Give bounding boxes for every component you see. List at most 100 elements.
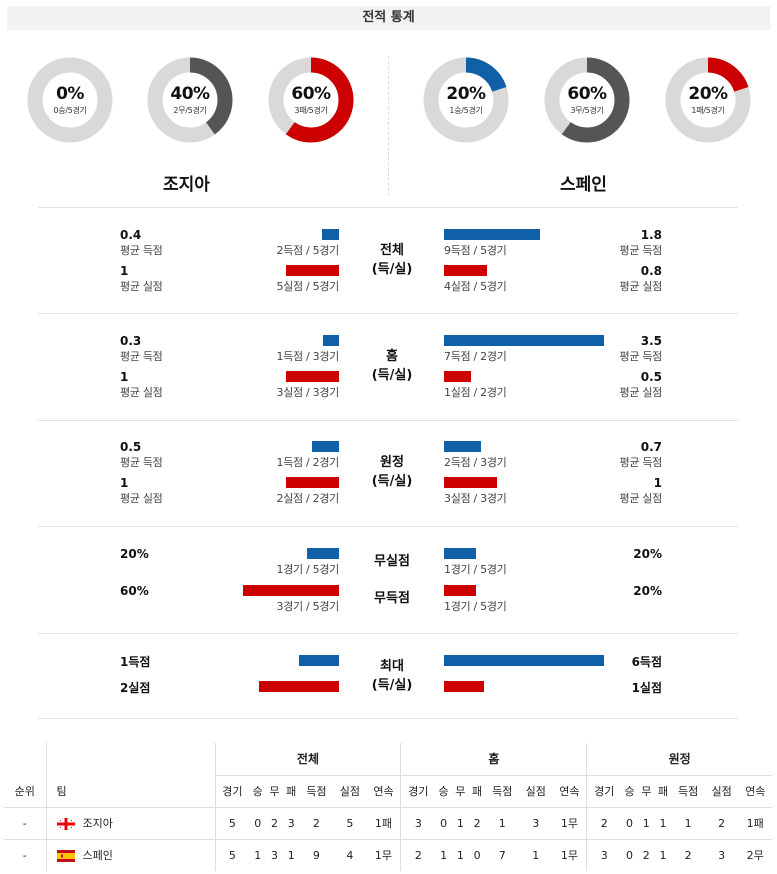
stat-cell: 1: [440, 848, 448, 862]
group-header-home: 홈: [400, 743, 587, 776]
failed-to-score-label: 무득점: [374, 591, 410, 606]
column-header: 패: [654, 775, 672, 808]
stat-cell: 2: [473, 816, 481, 830]
stat-cell: 0: [626, 816, 634, 830]
away-clean-caption: 1경기 / 5경기: [444, 563, 507, 576]
away-max-conceded: 1실점: [631, 681, 662, 695]
rank-cell: -: [22, 816, 27, 830]
section-divider: [38, 420, 738, 421]
column-header: 경기: [586, 775, 622, 808]
away-fail-pct: 20%: [633, 584, 662, 598]
column-header: 무: [637, 775, 655, 808]
home-conceded-caption: 3실점 / 3경기: [276, 386, 340, 399]
away-scored-label: 평균 득점: [619, 456, 663, 469]
team-name: 스페인: [82, 849, 113, 863]
rank-header: 순위: [4, 775, 46, 808]
stat-cell: 5: [214, 839, 250, 871]
stat-cell: 2: [312, 816, 320, 830]
donut-chart: [27, 57, 113, 143]
home-conceded-avg: 1: [120, 370, 129, 384]
donut-home-win: 0% 0승/5경기: [27, 57, 113, 143]
away-clean-pct: 20%: [633, 547, 662, 561]
stat-cell: 1무: [560, 849, 578, 863]
stat-cell: 1: [456, 848, 464, 862]
max-label: 최대 (득/실): [352, 657, 432, 695]
team-name: 조지아: [82, 817, 113, 830]
stat-cell: 5: [346, 816, 354, 830]
away-conceded-label: 평균 실점: [619, 386, 663, 399]
section-divider: [38, 313, 738, 314]
donut-percent: 40%: [170, 84, 210, 104]
away-conceded-label: 평균 실점: [619, 280, 663, 293]
away-clean-bar: [444, 548, 476, 559]
group-header-total: 전체: [214, 743, 401, 776]
away-team-name: 스페인: [560, 175, 607, 195]
georgia-flag-icon: [56, 817, 75, 831]
stat-cell: 4: [346, 848, 354, 862]
home-clean-caption: 1경기 / 5경기: [276, 563, 340, 576]
away-max-conceded-bar: [444, 681, 484, 692]
column-header: 연속: [366, 775, 401, 808]
stat-cell: 2: [684, 848, 692, 862]
spain-flag-icon: [56, 850, 75, 863]
donut-percent: 20%: [446, 84, 486, 104]
stat-cell: 1무: [560, 817, 578, 830]
away-fail-bar: [444, 585, 476, 596]
home-scored-caption: 1득점 / 3경기: [276, 350, 340, 363]
column-header: 무: [451, 775, 469, 808]
stat-cell: 1패: [746, 817, 764, 830]
home-fail-bar: [243, 585, 339, 596]
home-conceded-caption: 2실점 / 2경기: [276, 492, 340, 505]
table-row[interactable]: - 스페인 5 1 3 1 9 4 1무 2 1 1 0 7 1 1무 3 0 2 1 2 3 2무: [4, 839, 772, 871]
team-cell[interactable]: 스페인: [45, 839, 215, 871]
section-title: 전적 통계: [7, 6, 770, 30]
donut-percent: 20%: [688, 84, 728, 104]
away-conceded-label: 평균 실점: [619, 492, 663, 505]
stat-cell: 1: [659, 816, 667, 830]
column-header: 득점: [671, 775, 705, 808]
home-scored-bar: [312, 441, 339, 452]
stat-cell: 1: [642, 816, 650, 830]
stat-cell: 1: [456, 816, 464, 830]
section-divider: [38, 718, 738, 719]
column-header: 득점: [485, 775, 519, 808]
home-conceded-label: 평균 실점: [120, 386, 163, 399]
donut-subtext: 3패/5경기: [294, 106, 328, 115]
stat-cell: 1패: [374, 817, 393, 830]
away-scored-avg: 1.8: [640, 228, 662, 242]
home-scored-bar: [323, 335, 339, 346]
donut-away-win: 20% 1승/5경기: [423, 57, 509, 143]
donut-chart: [268, 57, 354, 143]
clean-sheet-label: 무실점: [374, 554, 410, 569]
stat-cell: 2: [718, 816, 726, 830]
column-header: 승: [249, 775, 267, 808]
stat-cell: 0: [254, 816, 262, 830]
home-conceded-label: 평균 실점: [120, 280, 163, 293]
section-label: 원정 (득/실): [352, 453, 432, 491]
home-conceded-label: 평균 실점: [120, 492, 163, 505]
home-conceded-bar: [286, 477, 339, 488]
column-header: 승: [621, 775, 638, 808]
rank-cell: -: [22, 848, 27, 862]
home-max-conceded-bar: [259, 681, 339, 692]
stat-cell: 1: [287, 848, 295, 862]
section-label-line2: (득/실): [371, 474, 413, 489]
away-max-scored-bar: [444, 655, 604, 666]
table-row[interactable]: - 조지아 5 0 2 3 2 5 1패 3 0 1 2 1 3 1무 2 0 1 1 1 2 1패: [4, 807, 772, 839]
stat-cell: 3: [270, 848, 278, 862]
donut-percent: 0%: [56, 84, 84, 104]
donut-chart: [147, 57, 233, 143]
stat-cell: 2: [270, 816, 278, 830]
section-divider: [38, 526, 738, 527]
home-scored-avg: 0.4: [120, 228, 142, 242]
group-header-away: 원정: [586, 743, 772, 776]
standings-table: 전체 홈 원정 순위 팀 경기 승 무 패 득점 실점 연속 경기 승 무 패 득점 실점 연속 경기 승 무 패…: [4, 743, 772, 871]
stat-cell: 1무: [374, 849, 393, 863]
home-fail-pct: 60%: [120, 584, 149, 598]
stat-cell: 1: [532, 848, 540, 862]
stat-cell: 3: [718, 848, 726, 862]
column-header-row: 순위 팀 경기 승 무 패 득점 실점 연속 경기 승 무 패 득점 실점 연속 경기 승 무 패 득점 실점 연속: [4, 775, 772, 808]
team-cell[interactable]: 조지아: [45, 807, 215, 839]
away-scored-bar: [444, 229, 540, 240]
donut-away-draw: 60% 3무/5경기: [544, 57, 630, 143]
